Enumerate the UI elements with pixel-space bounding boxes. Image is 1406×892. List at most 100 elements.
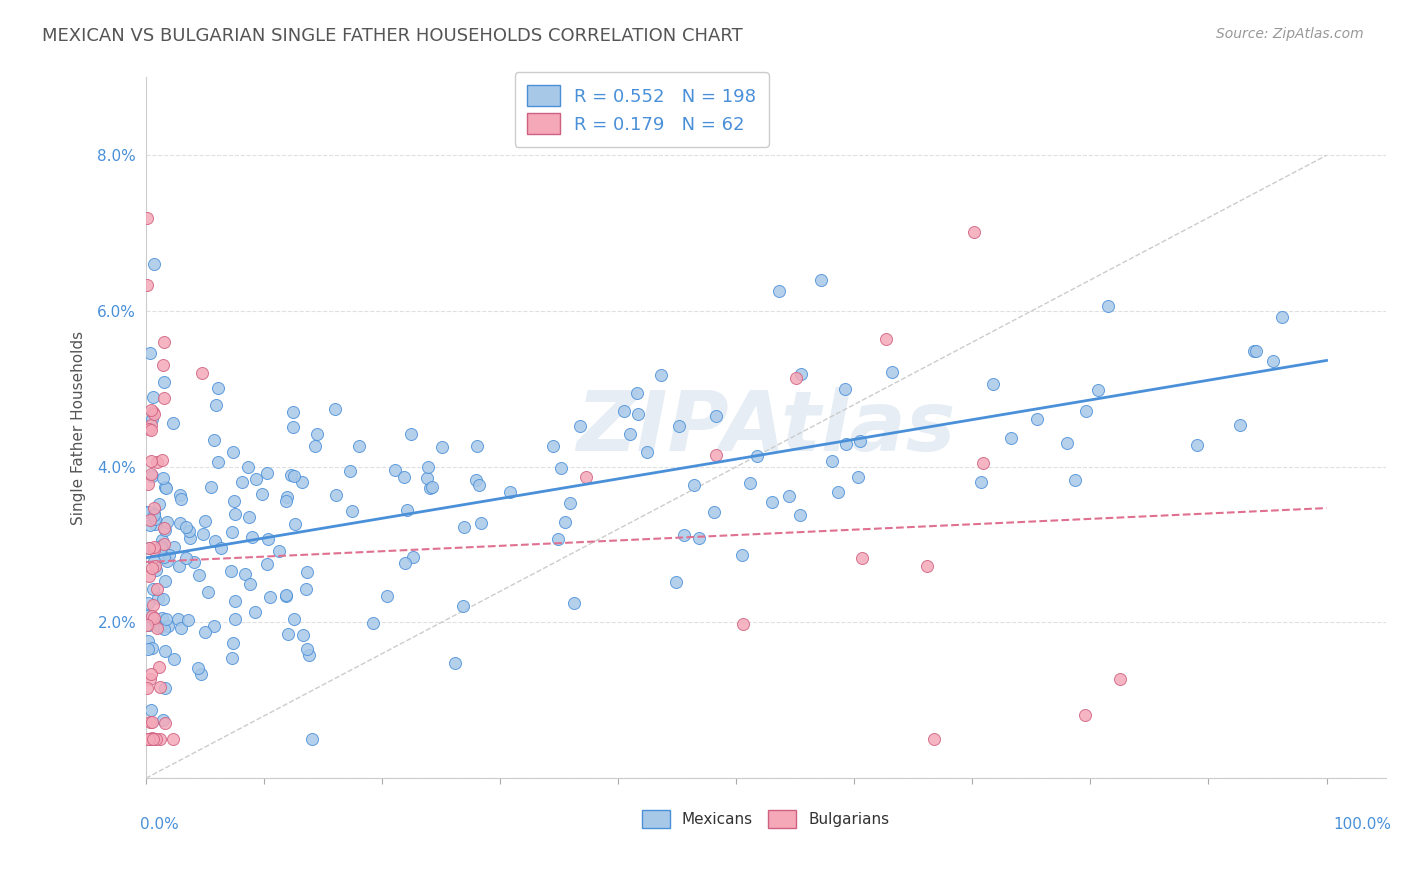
Point [200, 480, 222, 494]
Point [267, 544, 290, 558]
Point [221, 444, 243, 458]
Point [145, 582, 167, 597]
Point [138, 541, 160, 556]
Point [236, 460, 259, 475]
Point [851, 551, 873, 566]
Point [626, 386, 648, 401]
Point [281, 405, 304, 419]
Point [136, 642, 159, 657]
Point [207, 455, 229, 469]
Point [875, 332, 897, 346]
Point [145, 732, 167, 747]
Point [233, 567, 256, 582]
Point [1056, 435, 1078, 450]
Point [467, 478, 489, 492]
Text: 0.0%: 0.0% [139, 817, 179, 831]
Point [745, 449, 768, 463]
Point [613, 404, 636, 418]
Point [420, 480, 443, 494]
Point [231, 475, 253, 490]
Point [834, 382, 856, 396]
Point [846, 469, 869, 483]
Point [239, 577, 262, 591]
Point [465, 439, 488, 453]
Point [197, 585, 219, 599]
Point [222, 636, 245, 650]
Point [139, 467, 162, 482]
Point [731, 616, 754, 631]
Point [298, 648, 321, 663]
Point [416, 471, 439, 485]
Point [283, 612, 305, 626]
Point [339, 465, 361, 479]
Point [141, 469, 163, 483]
Point [150, 533, 173, 547]
Point [202, 434, 225, 448]
Point [209, 541, 232, 555]
Point [174, 520, 197, 534]
Point [143, 516, 166, 531]
Point [138, 732, 160, 747]
Point [541, 439, 564, 453]
Point [145, 562, 167, 576]
Point [703, 504, 725, 518]
Point [827, 485, 849, 500]
Point [142, 732, 165, 747]
Point [849, 434, 872, 448]
Point [238, 510, 260, 524]
Point [155, 644, 177, 658]
Point [276, 494, 298, 508]
Point [252, 487, 274, 501]
Point [731, 548, 754, 562]
Point [347, 439, 370, 453]
Point [163, 540, 186, 554]
Point [664, 574, 686, 589]
Point [153, 392, 176, 406]
Point [256, 557, 278, 571]
Point [136, 609, 159, 624]
Point [1271, 310, 1294, 324]
Point [256, 466, 278, 480]
Point [138, 541, 160, 555]
Point [148, 591, 170, 606]
Point [138, 422, 160, 436]
Point [283, 469, 305, 483]
Point [135, 681, 157, 695]
Point [240, 530, 263, 544]
Point [167, 611, 190, 625]
Point [650, 368, 672, 383]
Point [554, 515, 576, 529]
Point [224, 612, 246, 626]
Point [418, 459, 440, 474]
Point [148, 497, 170, 511]
Point [155, 481, 177, 495]
Point [138, 618, 160, 632]
Point [283, 420, 305, 434]
Point [683, 477, 706, 491]
Point [547, 532, 569, 546]
Point [142, 257, 165, 271]
Point [917, 558, 939, 573]
Point [169, 516, 191, 530]
Point [183, 555, 205, 569]
Point [136, 278, 159, 293]
Point [361, 615, 384, 630]
Point [636, 445, 658, 459]
Point [149, 731, 172, 746]
Point [177, 524, 200, 539]
Point [550, 461, 572, 475]
Point [155, 515, 177, 529]
Point [150, 453, 173, 467]
Point [141, 608, 163, 623]
Point [207, 380, 229, 394]
Point [274, 588, 297, 602]
Point [1074, 404, 1097, 418]
Point [191, 366, 214, 380]
Point [153, 480, 176, 494]
Point [143, 542, 166, 557]
Point [139, 517, 162, 532]
Point [162, 732, 184, 747]
Point [789, 508, 811, 522]
Point [810, 273, 832, 287]
Point [150, 611, 173, 625]
